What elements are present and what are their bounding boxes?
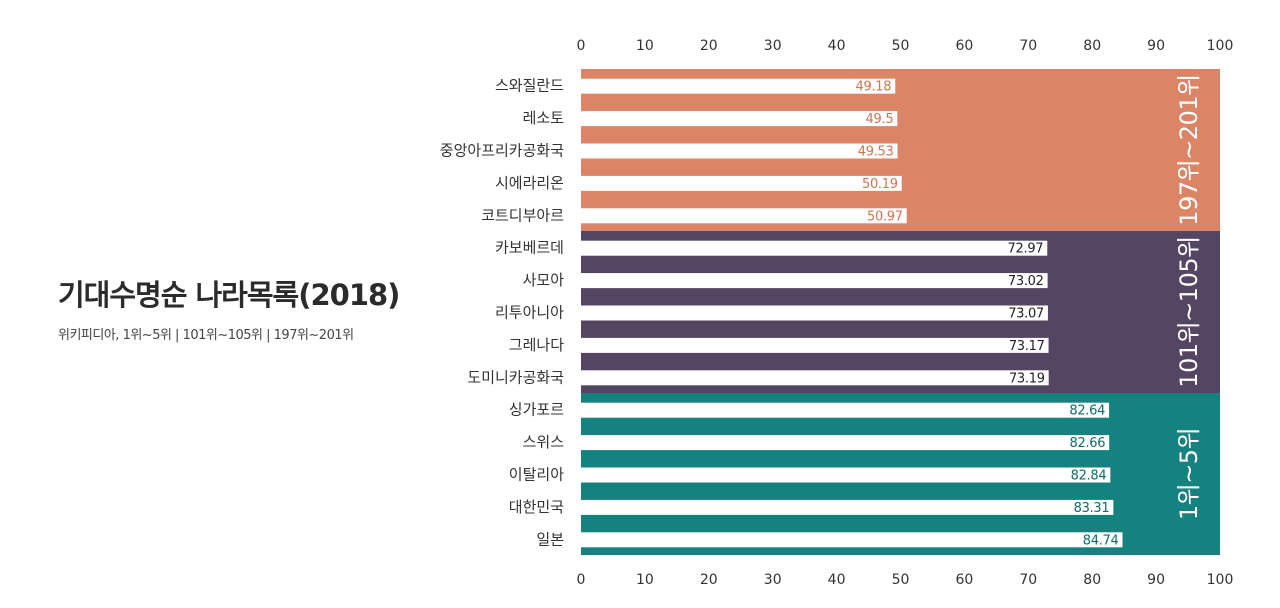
- x-tick-label-bottom: 30: [764, 572, 782, 588]
- group-label: 101위~105위: [1175, 236, 1203, 387]
- value-label: 49.5: [866, 112, 894, 127]
- chart-title: 기대수명순 나라목록(2018): [58, 278, 400, 312]
- bar: [581, 305, 1048, 321]
- bar: [581, 337, 1049, 353]
- x-tick-label-top: 90: [1147, 38, 1165, 54]
- bar: [581, 208, 907, 224]
- value-label: 73.07: [1008, 307, 1044, 322]
- bar: [581, 499, 1114, 515]
- x-tick-label-bottom: 20: [700, 572, 718, 588]
- group-label: 197위~201위: [1175, 74, 1203, 225]
- category-label: 레소토: [523, 109, 565, 127]
- value-label: 49.18: [856, 80, 892, 95]
- x-tick-label-bottom: 100: [1207, 572, 1234, 588]
- value-label: 72.97: [1008, 242, 1044, 257]
- category-label: 도미니카공화국: [467, 368, 564, 386]
- value-label: 50.97: [867, 209, 903, 224]
- x-tick-label-top: 40: [828, 38, 846, 54]
- bar: [581, 370, 1049, 386]
- category-label: 스와질란드: [495, 77, 564, 95]
- category-label: 일본: [536, 530, 564, 548]
- value-label: 50.19: [862, 177, 898, 192]
- group-label: 1위~5위: [1175, 428, 1203, 520]
- x-tick-label-top: 100: [1207, 38, 1234, 54]
- x-tick-label-top: 10: [636, 38, 654, 54]
- x-tick-label-bottom: 70: [1019, 572, 1037, 588]
- bar: [581, 532, 1123, 548]
- x-tick-label-top: 80: [1083, 38, 1101, 54]
- bar: [581, 402, 1110, 418]
- x-tick-label-top: 50: [892, 38, 910, 54]
- value-label: 73.17: [1009, 339, 1045, 354]
- x-tick-label-bottom: 80: [1083, 572, 1101, 588]
- category-label: 싱가포르: [509, 401, 564, 419]
- value-label: 83.31: [1074, 501, 1110, 516]
- bar: [581, 240, 1048, 256]
- value-label: 82.84: [1071, 469, 1107, 484]
- value-label: 82.64: [1069, 404, 1105, 419]
- x-tick-label-top: 30: [764, 38, 782, 54]
- category-label: 사모아: [523, 271, 565, 289]
- bar: [581, 78, 896, 94]
- x-tick-label-bottom: 50: [892, 572, 910, 588]
- bar: [581, 435, 1110, 451]
- x-tick-label-top: 0: [577, 38, 586, 54]
- category-label: 대한민국: [509, 498, 564, 516]
- x-tick-label-bottom: 10: [636, 572, 654, 588]
- bar: [581, 143, 898, 159]
- x-tick-label-bottom: 0: [577, 572, 586, 588]
- chart-subtitle: 위키피디아, 1위~5위 | 101위~105위 | 197위~201위: [58, 328, 354, 343]
- x-tick-label-bottom: 90: [1147, 572, 1165, 588]
- category-label: 코트디부아르: [481, 206, 564, 224]
- value-label: 73.19: [1009, 371, 1045, 386]
- value-label: 49.53: [858, 145, 894, 160]
- bar: [581, 467, 1111, 483]
- x-tick-label-bottom: 40: [828, 572, 846, 588]
- category-label: 스위스: [523, 433, 565, 451]
- category-label: 카보베르데: [495, 239, 564, 257]
- value-label: 73.02: [1008, 274, 1044, 289]
- category-label: 이탈리아: [509, 466, 564, 484]
- bar: [581, 111, 898, 127]
- category-label: 그레나다: [509, 336, 564, 354]
- bar: [581, 273, 1048, 289]
- x-tick-label-top: 70: [1019, 38, 1037, 54]
- x-tick-label-top: 20: [700, 38, 718, 54]
- x-tick-label-top: 60: [955, 38, 973, 54]
- category-label: 리투아니아: [495, 304, 564, 322]
- value-label: 84.74: [1083, 533, 1119, 548]
- value-label: 82.66: [1069, 436, 1105, 451]
- category-label: 시에라리온: [495, 174, 564, 192]
- title-block: 기대수명순 나라목록(2018) 위키피디아, 1위~5위 | 101위~105…: [58, 272, 400, 343]
- x-tick-label-bottom: 60: [955, 572, 973, 588]
- category-label: 중앙아프리카공화국: [440, 142, 564, 160]
- bar: [581, 175, 902, 191]
